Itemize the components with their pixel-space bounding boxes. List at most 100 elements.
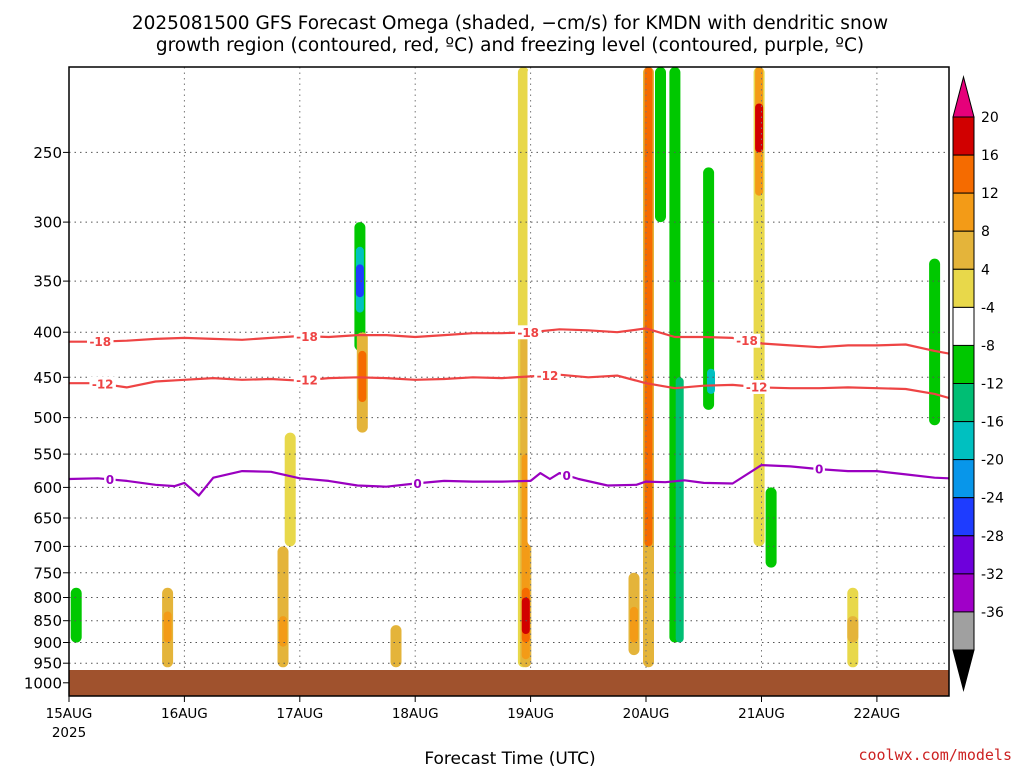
y-tick-label: 450 xyxy=(33,369,62,387)
chart-title-line-2: growth region (contoured, red, ºC) and f… xyxy=(156,35,864,56)
omega-shaded-cell xyxy=(521,597,530,634)
contour-label-bg xyxy=(293,373,321,387)
colorbar-segment xyxy=(952,230,975,270)
colorbar-segment xyxy=(952,154,975,194)
colorbar-segment xyxy=(952,573,975,613)
x-tick-label: 19AUG xyxy=(507,706,554,722)
contour-label-bg xyxy=(293,329,321,344)
contour-label: -18 xyxy=(89,335,111,349)
colorbar-top-triangle xyxy=(952,75,975,118)
contour-label-bg xyxy=(561,468,573,483)
y-tick-label: 500 xyxy=(33,409,62,427)
y-tick-label: 550 xyxy=(33,446,62,464)
contour-label: 0 xyxy=(563,469,571,483)
colorbar: 20 16 12 8 4 -4 -8 -12 -16 -20 -24 -28 -32 -36 xyxy=(952,75,1004,692)
colorbar-label: 20 xyxy=(981,110,999,126)
contour-label: 0 xyxy=(413,477,421,491)
omega-shaded-cell xyxy=(527,67,539,547)
contour-label: -12 xyxy=(296,374,318,388)
x-tick-label: 16AUG xyxy=(161,706,208,722)
colorbar-label: -28 xyxy=(981,529,1004,545)
x-tick-label: 15AUG xyxy=(46,706,93,722)
contour-label: -12 xyxy=(537,369,559,383)
colorbar-segment xyxy=(952,497,975,537)
omega-shaded-cell xyxy=(630,606,638,643)
colorbar-label: -36 xyxy=(981,605,1004,621)
contour-label: -12 xyxy=(92,377,114,391)
colorbar-segment xyxy=(952,192,975,232)
colorbar-label: -8 xyxy=(981,338,995,354)
x-axis-label: Forecast Time (UTC) xyxy=(424,749,595,768)
y-tick-label: 900 xyxy=(33,634,62,652)
y-tick-label: 750 xyxy=(33,564,62,582)
contour-label-bg xyxy=(89,376,116,391)
credit-text: coolwx.com/models xyxy=(858,746,1012,764)
y-tick-label: 950 xyxy=(33,655,62,673)
y-tick-label: 650 xyxy=(33,510,62,528)
y-tick-label: 600 xyxy=(33,479,62,497)
omega-shaded-cell xyxy=(655,67,666,223)
y-tick-label: 800 xyxy=(33,589,62,607)
contour-label: -18 xyxy=(296,330,318,344)
omega-shaded-cell xyxy=(277,546,289,668)
contour-label: 0 xyxy=(815,463,823,477)
x-axis-ticks: 15AUG 16AUG 17AUG 18AUG 19AUG 20AUG 21AUG 22AUG… xyxy=(46,696,901,741)
plot-background xyxy=(69,67,949,696)
colorbar-segment xyxy=(952,611,975,651)
chart-title: 2025081500 GFS Forecast Omega (shaded, −… xyxy=(132,13,888,56)
omega-shaded-cell xyxy=(765,487,777,568)
colorbar-bottom-triangle xyxy=(952,649,975,692)
omega-shaded-cell xyxy=(675,377,684,643)
y-axis-ticks: 250 300 350 400 450 500 550 600 650 700 750 800 850 9… xyxy=(24,144,69,692)
colorbar-label: -24 xyxy=(981,491,1004,507)
x-tick-label: 22AUG xyxy=(854,706,901,722)
omega-shaded-cell xyxy=(163,611,172,643)
colorbar-label: 16 xyxy=(981,148,999,164)
colorbar-label: 12 xyxy=(981,186,999,202)
contour-label-bg xyxy=(813,462,825,477)
colorbar-segment xyxy=(952,306,975,346)
omega-shaded-cell xyxy=(847,616,859,643)
contour-label-bg xyxy=(104,472,116,487)
colorbar-label: -16 xyxy=(981,415,1004,431)
y-tick-label: 350 xyxy=(33,273,62,291)
contour-label: -18 xyxy=(736,334,758,348)
contour-line xyxy=(69,464,949,497)
omega-shaded-cell xyxy=(929,258,941,426)
contour-label-bg xyxy=(743,380,770,394)
colorbar-label: 4 xyxy=(981,262,990,278)
x-year-label: 2025 xyxy=(52,725,86,741)
colorbar-segment xyxy=(952,268,975,308)
omega-shaded-cell xyxy=(755,103,764,153)
colorbar-segment xyxy=(952,535,975,575)
colorbar-segment xyxy=(952,459,975,499)
contour-label: -18 xyxy=(517,326,539,340)
y-tick-label: 250 xyxy=(33,144,62,162)
chart-title-line-1: 2025081500 GFS Forecast Omega (shaded, −… xyxy=(132,13,888,34)
colorbar-label: -32 xyxy=(981,567,1004,583)
contour-label: 0 xyxy=(106,473,114,487)
colorbar-segment xyxy=(952,116,975,156)
omega-shaded-cell xyxy=(279,616,287,647)
contour-label-bg xyxy=(87,334,114,349)
omega-shaded-cell xyxy=(284,432,296,547)
contour-label-bg xyxy=(515,325,542,340)
colorbar-segment xyxy=(952,421,975,461)
x-tick-label: 17AUG xyxy=(276,706,323,722)
ground-surface xyxy=(69,670,949,696)
omega-shaded-cell xyxy=(644,67,653,547)
contour-lines: -18 -18 -18 -18 -12 -12 -12 -12 0 0 0 0 xyxy=(69,325,949,497)
y-tick-label: 1000 xyxy=(24,674,62,692)
omega-shaded-cell xyxy=(707,368,715,394)
y-tick-label: 400 xyxy=(33,324,62,342)
omega-shaded-cell xyxy=(70,587,82,643)
x-tick-label: 20AUG xyxy=(623,706,670,722)
y-tick-label: 850 xyxy=(33,612,62,630)
omega-shading-layer xyxy=(70,67,941,668)
contour-label: -12 xyxy=(746,381,768,395)
plot-frame xyxy=(68,66,950,697)
colorbar-segment xyxy=(952,344,975,384)
colorbar-label: -12 xyxy=(981,377,1004,393)
colorbar-label: 8 xyxy=(981,224,990,240)
